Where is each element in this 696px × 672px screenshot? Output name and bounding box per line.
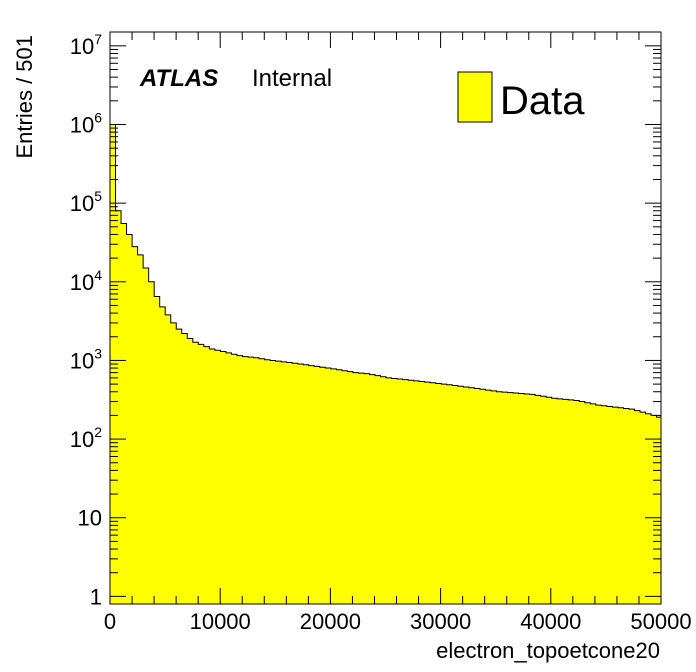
x-tick-label: 40000 [520, 609, 581, 634]
x-tick-labels: 0 10000 20000 30000 40000 50000 [104, 609, 692, 634]
x-tick-label: 20000 [300, 609, 361, 634]
histogram-fill [110, 124, 661, 604]
histogram-bars [110, 124, 661, 604]
legend-swatch [457, 71, 493, 123]
internal-label: Internal [252, 65, 332, 92]
histogram-outline [110, 124, 661, 418]
y-tick-label-base: 10 [70, 191, 94, 216]
y-tick-label-exponent: 6 [94, 109, 102, 125]
x-tick-label: 50000 [630, 609, 691, 634]
y-tick-label: 102 [70, 424, 102, 452]
y-tick-label: 103 [70, 345, 102, 373]
x-tick-label: 10000 [190, 609, 251, 634]
x-tick-label: 30000 [410, 609, 471, 634]
y-tick-label: 10 [78, 506, 102, 531]
y-tick-label-exponent: 7 [94, 31, 102, 47]
y-tick-label-base: 10 [70, 34, 94, 59]
y-tick-label-exponent: 5 [94, 188, 102, 204]
legend-label-data: Data [500, 79, 585, 123]
tick-marks [109, 32, 662, 604]
y-tick-label: 105 [70, 188, 102, 216]
y-tick-label-exponent: 3 [94, 345, 102, 361]
axes [109, 31, 662, 605]
y-tick-label-base: 10 [70, 348, 94, 373]
x-tick-label: 0 [104, 609, 116, 634]
atlas-label: ATLAS [139, 65, 218, 92]
plot-frame [109, 31, 662, 605]
y-tick-label: 107 [70, 31, 102, 59]
y-tick-label-exponent: 2 [94, 424, 102, 440]
y-tick-label-base: 10 [70, 427, 94, 452]
y-axis-title: Entries / 501 [12, 35, 37, 159]
x-axis-title: electron_topoetcone20 [436, 638, 660, 663]
y-tick-label-exponent: 4 [94, 267, 102, 283]
y-tick-label-base: 10 [70, 112, 94, 137]
y-tick-label: 106 [70, 109, 102, 137]
y-tick-label-base: 10 [70, 270, 94, 295]
y-tick-label: 104 [70, 267, 102, 295]
y-tick-label: 1 [90, 584, 102, 609]
